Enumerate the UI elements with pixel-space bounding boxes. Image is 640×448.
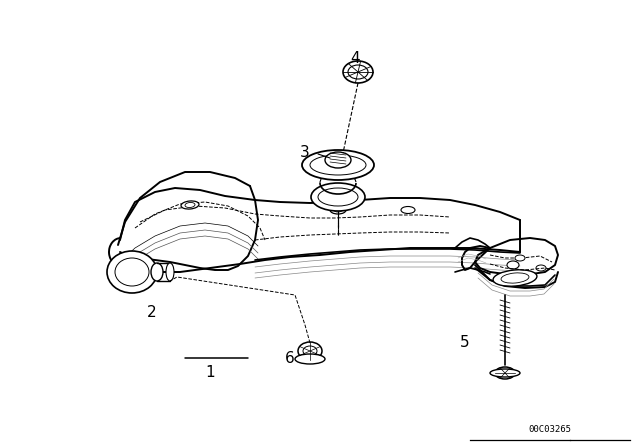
Ellipse shape <box>495 367 515 379</box>
Ellipse shape <box>401 207 415 214</box>
Ellipse shape <box>515 255 525 261</box>
Text: 3: 3 <box>300 145 310 159</box>
Ellipse shape <box>334 208 342 212</box>
Text: 5: 5 <box>460 335 470 349</box>
Ellipse shape <box>181 201 199 209</box>
Ellipse shape <box>302 150 374 180</box>
Text: 00C03265: 00C03265 <box>529 425 572 434</box>
Ellipse shape <box>303 346 317 356</box>
Ellipse shape <box>310 155 366 175</box>
Ellipse shape <box>536 265 546 271</box>
Ellipse shape <box>325 152 351 168</box>
Ellipse shape <box>507 261 519 269</box>
Text: 2: 2 <box>147 305 157 319</box>
Ellipse shape <box>501 273 529 283</box>
Ellipse shape <box>311 183 365 211</box>
Ellipse shape <box>318 188 358 206</box>
Ellipse shape <box>166 263 174 281</box>
Ellipse shape <box>343 61 373 83</box>
Text: 6: 6 <box>285 350 295 366</box>
Ellipse shape <box>115 258 149 286</box>
Ellipse shape <box>295 354 325 364</box>
Ellipse shape <box>330 206 346 214</box>
Ellipse shape <box>298 342 322 360</box>
Text: 4: 4 <box>350 51 360 65</box>
Ellipse shape <box>151 263 163 281</box>
Ellipse shape <box>490 369 520 377</box>
Ellipse shape <box>185 202 195 207</box>
Ellipse shape <box>348 65 368 79</box>
Ellipse shape <box>493 270 537 286</box>
Ellipse shape <box>107 251 157 293</box>
Text: 1: 1 <box>205 365 215 379</box>
